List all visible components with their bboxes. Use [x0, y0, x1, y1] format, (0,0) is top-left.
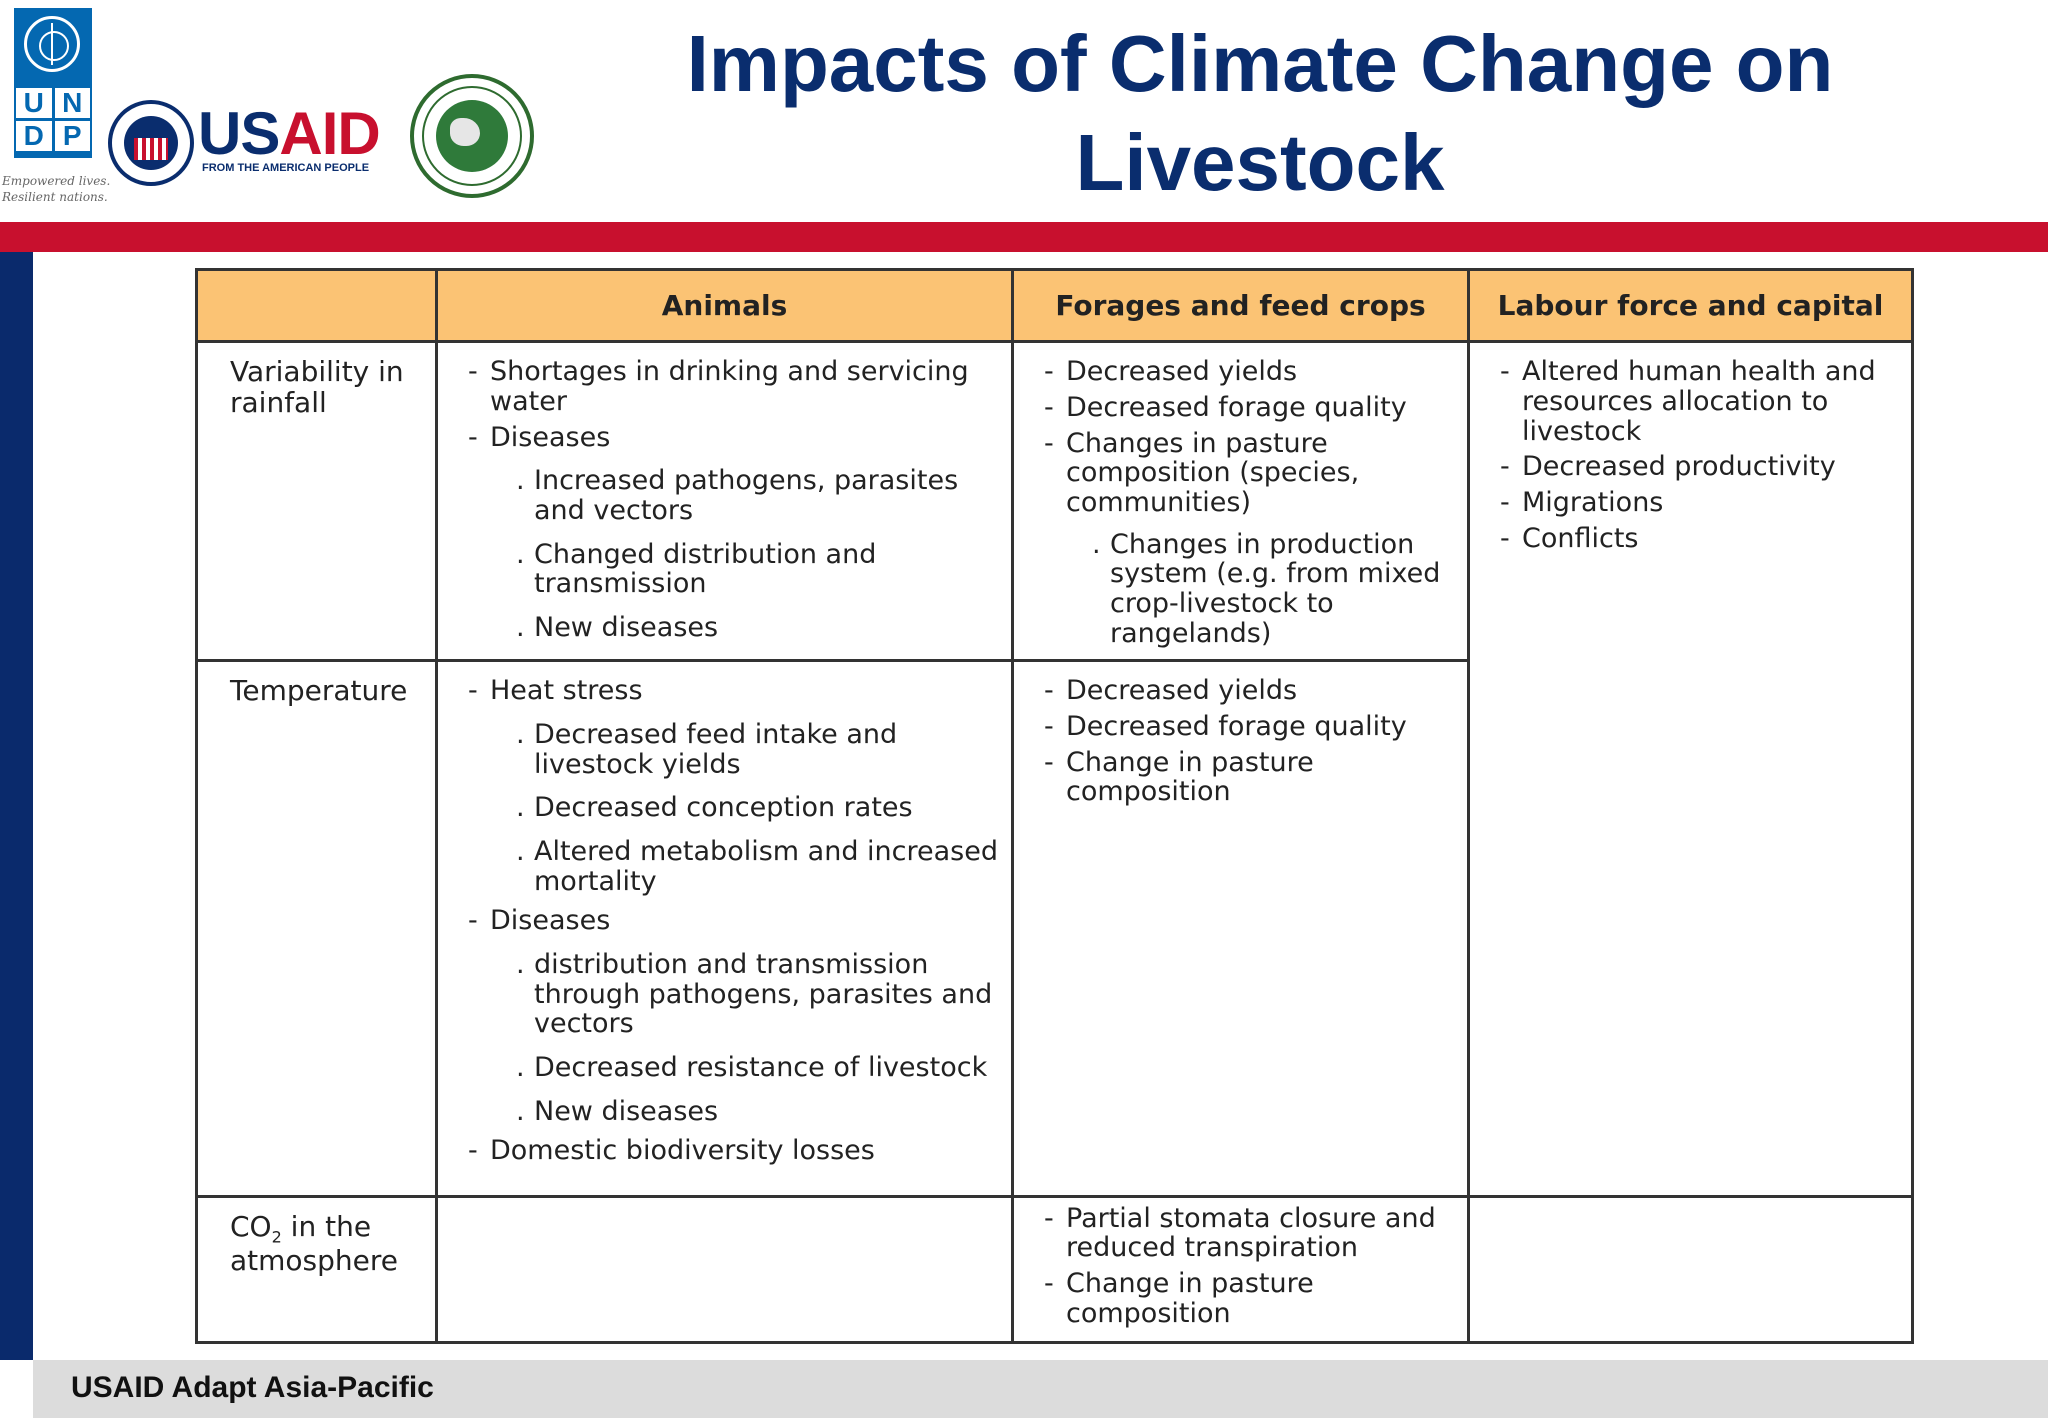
usaid-subtitle: FROM THE AMERICAN PEOPLE — [202, 162, 370, 174]
undp-letter: N — [54, 88, 90, 118]
labour-cell: Altered human health and resources alloc… — [1467, 340, 1914, 1198]
list-item: Diseases — [468, 422, 1001, 453]
undp-letter: U — [16, 88, 52, 118]
sub-list-item: Decreased feed intake and livestock yiel… — [512, 719, 1001, 779]
row-label-part: in the atmosphere — [230, 1209, 398, 1277]
slide-title: Impacts of Climate Change on Livestock — [620, 14, 1900, 212]
labour-cell — [1467, 1194, 1914, 1345]
slide-footer: USAID Adapt Asia-Pacific — [33, 1360, 2048, 1418]
list-item: Migrations — [1500, 488, 1901, 518]
list-item: Heat stress — [468, 676, 1001, 706]
un-emblem-icon — [24, 16, 80, 72]
column-header — [195, 267, 438, 344]
list-item: Conflicts — [1500, 523, 1901, 554]
sub-list-item: Altered metabolism and increased mortali… — [512, 837, 1001, 897]
footer-text: USAID Adapt Asia-Pacific — [71, 1371, 434, 1404]
sub-list-item: Decreased conception rates — [512, 793, 1001, 823]
list-item: Decreased yields — [1044, 357, 1457, 387]
list-item: Decreased forage quality — [1044, 712, 1457, 742]
slide-title-line: Livestock — [1075, 118, 1445, 208]
undp-letter: D — [16, 121, 52, 151]
usaid-seal-icon — [108, 100, 194, 186]
undp-tagline: Empowered lives. Resilient nations. — [2, 174, 112, 205]
undp-tagline-line: Empowered lives. — [2, 174, 111, 188]
list-item: Partial stomata closure and reduced tran… — [1044, 1203, 1457, 1263]
sub-list-item: Increased pathogens, parasites and vecto… — [512, 466, 1001, 526]
table-row: CO2 in the atmosphere Partial stomata cl… — [195, 1194, 1914, 1345]
table-header-row: Animals Forages and feed crops Labour fo… — [195, 267, 1914, 344]
list-item: Shortages in drinking and servicing wate… — [468, 357, 1001, 417]
list-item: Altered human health and resources alloc… — [1500, 357, 1901, 446]
list-item: Domestic biodiversity losses — [468, 1136, 1001, 1166]
animals-cell: Heat stress Decreased feed intake and li… — [435, 659, 1014, 1198]
list-item: Change in pasture composition — [1044, 747, 1457, 807]
list-item: Decreased productivity — [1500, 452, 1901, 482]
usaid-word-part: AID — [279, 100, 380, 167]
sub-list-item: Changes in production system (e.g. from … — [1088, 529, 1457, 649]
list-item: Decreased yields — [1044, 676, 1457, 706]
usaid-word-part: US — [198, 100, 280, 167]
sub-list-item: New diseases — [512, 1097, 1001, 1127]
forages-cell: Decreased yields Decreased forage qualit… — [1011, 659, 1470, 1198]
sub-list-item: Changed distribution and transmission — [512, 539, 1001, 599]
undp-tagline-line: Resilient nations. — [2, 189, 108, 204]
row-label-part: CO — [230, 1209, 272, 1243]
ait-logo — [410, 74, 534, 198]
column-header: Animals — [435, 267, 1014, 344]
undp-logo: U N D P — [14, 8, 92, 158]
animals-cell: Shortages in drinking and servicing wate… — [435, 340, 1014, 663]
header-divider — [0, 222, 2048, 252]
undp-letters: U N D P — [16, 88, 90, 151]
table-row: Variability in rainfall Shortages in dri… — [195, 340, 1914, 1198]
sub-list-item: Decreased resistance of livestock — [512, 1053, 1001, 1083]
forages-cell: Decreased yields Decreased forage qualit… — [1011, 340, 1470, 663]
undp-letter: P — [54, 121, 90, 151]
globe-icon — [436, 100, 508, 172]
impacts-table: Animals Forages and feed crops Labour fo… — [195, 267, 1914, 1345]
side-accent-bar — [0, 252, 33, 1360]
row-label: Variability in rainfall — [195, 340, 438, 663]
animals-cell — [435, 1194, 1014, 1345]
column-header: Labour force and capital — [1467, 267, 1914, 344]
column-header: Forages and feed crops — [1011, 267, 1470, 344]
sub-list-item: distribution and transmission through pa… — [512, 950, 1001, 1039]
sub-list-item: New diseases — [512, 613, 1001, 643]
list-item: Decreased forage quality — [1044, 393, 1457, 423]
list-item: Diseases — [468, 906, 1001, 936]
row-label: Temperature — [195, 659, 438, 1198]
table-row: Temperature Heat stress Decreased feed i… — [195, 659, 1913, 1198]
list-item: Changes in pasture composition (species,… — [1044, 428, 1457, 518]
row-label-subscript: 2 — [271, 1227, 282, 1247]
list-item: Change in pasture composition — [1044, 1269, 1457, 1329]
slide-header: U N D P Empowered lives. Resilient natio… — [0, 0, 2048, 222]
row-label: CO2 in the atmosphere — [195, 1194, 438, 1345]
slide-title-line: Impacts of Climate Change on — [686, 19, 1834, 108]
usaid-logo: USAID — [198, 104, 381, 164]
forages-cell: Partial stomata closure and reduced tran… — [1011, 1194, 1470, 1345]
